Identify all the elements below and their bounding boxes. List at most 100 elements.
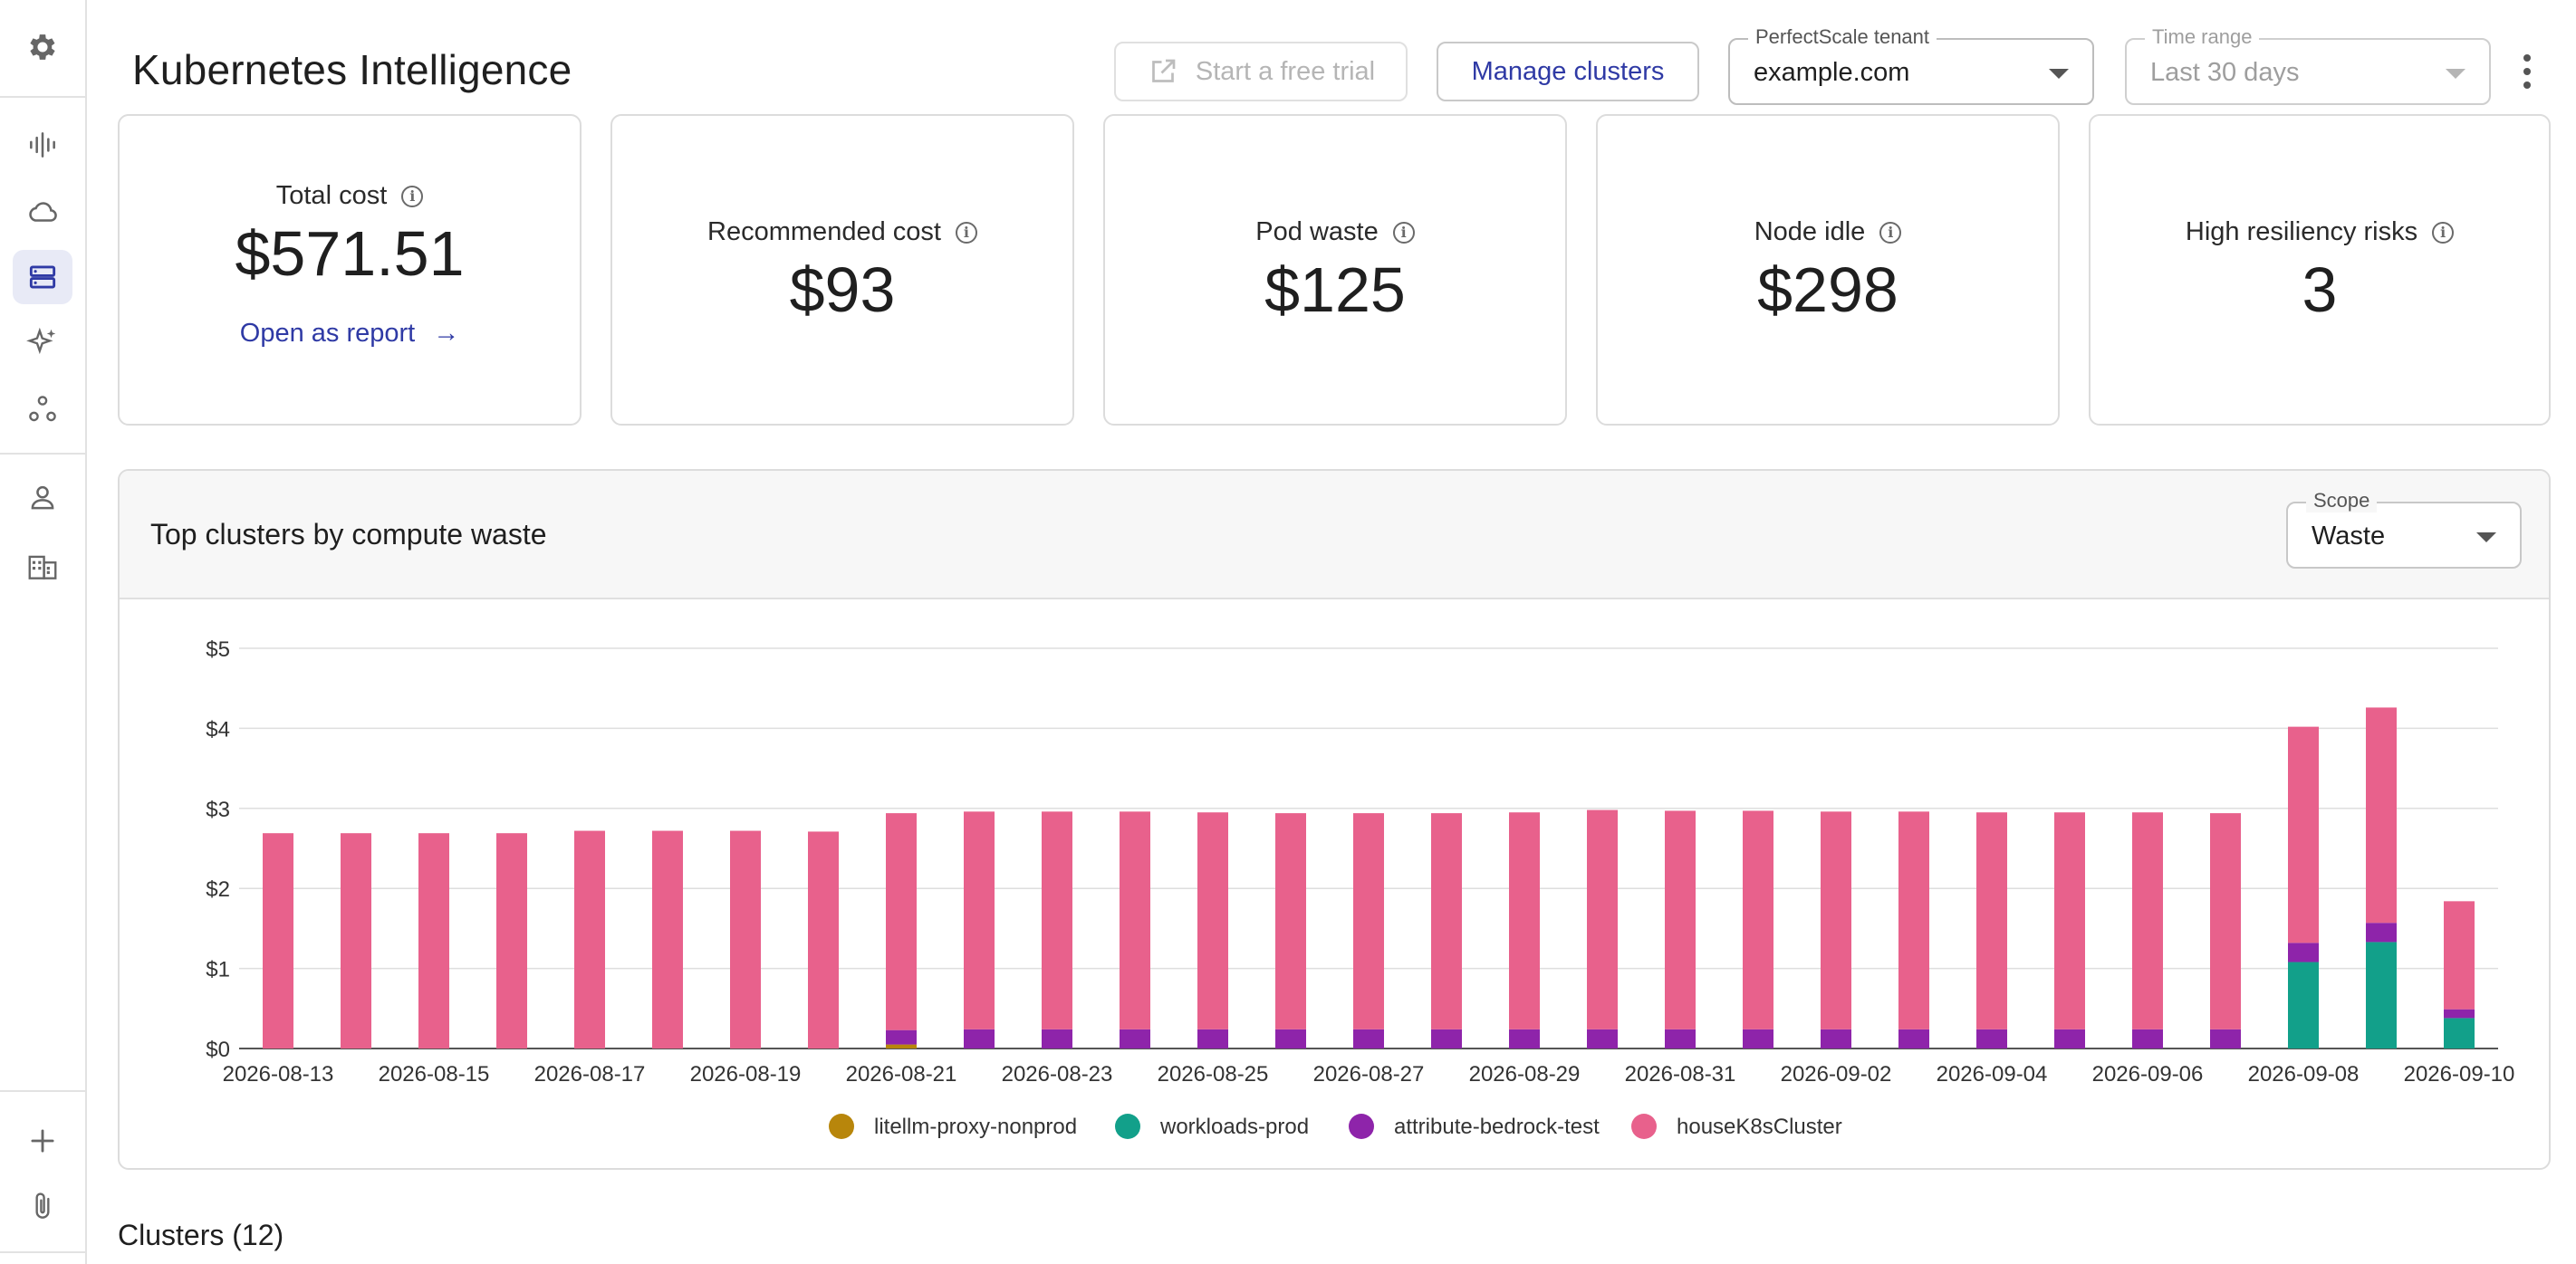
panel-title: Top clusters by compute waste xyxy=(150,518,547,551)
attachment-icon[interactable] xyxy=(13,1179,72,1233)
bar-segment-houseK8sCluster xyxy=(2054,812,2085,1029)
legend-label: litellm-proxy-nonprod xyxy=(874,1115,1077,1139)
time-range-select[interactable]: Time range Last 30 days xyxy=(2125,25,2491,105)
panel-header: Top clusters by compute waste Scope Wast… xyxy=(120,471,2549,599)
scope-select[interactable]: Scope Waste xyxy=(2286,489,2522,569)
chevron-down-icon xyxy=(2446,69,2465,79)
sidebar xyxy=(0,0,87,1264)
bar-segment-houseK8sCluster xyxy=(1353,813,1384,1029)
open-as-report-link[interactable]: Open as report → xyxy=(239,319,460,348)
more-options-icon[interactable] xyxy=(2511,51,2543,92)
total-cost-value: $571.51 xyxy=(235,218,465,289)
bar-segment-houseK8sCluster xyxy=(1743,810,1773,1029)
organization-icon[interactable] xyxy=(13,540,72,594)
time-range-value: Last 30 days xyxy=(2150,58,2300,87)
time-range-label: Time range xyxy=(2145,25,2260,49)
card-title: High resiliency risks i xyxy=(2091,217,2549,247)
clusters-icon[interactable] xyxy=(13,250,72,304)
workflow-icon[interactable] xyxy=(13,382,72,436)
y-tick-label: $3 xyxy=(206,798,230,822)
waveform-icon[interactable] xyxy=(13,118,72,172)
pod-waste-value: $125 xyxy=(1264,254,1406,325)
info-icon[interactable]: i xyxy=(955,222,977,244)
x-tick-label: 2026-08-25 xyxy=(1158,1062,1269,1087)
card-title: Pod waste i xyxy=(1105,217,1565,247)
bar-segment-workloads-prod xyxy=(2366,942,2397,1049)
info-icon[interactable]: i xyxy=(1879,222,1902,244)
legend-marker xyxy=(829,1114,854,1139)
bar-segment-attribute-bedrock-test xyxy=(1431,1029,1462,1049)
resiliency-risks-value: 3 xyxy=(2302,254,2338,325)
open-external-icon xyxy=(1152,59,1176,82)
legend-marker xyxy=(1631,1114,1657,1139)
bar-segment-houseK8sCluster xyxy=(1197,812,1228,1029)
info-icon[interactable]: i xyxy=(1392,222,1415,244)
cloud-icon[interactable] xyxy=(13,185,72,239)
bar-segment-houseK8sCluster xyxy=(1509,812,1540,1029)
manage-clusters-button[interactable]: Manage clusters xyxy=(1437,42,1699,101)
pod-waste-card: Pod waste i $125 xyxy=(1103,114,1567,426)
bar-segment-attribute-bedrock-test xyxy=(1120,1029,1150,1049)
bar-segment-attribute-bedrock-test xyxy=(1821,1029,1851,1049)
bar-segment-houseK8sCluster xyxy=(1821,811,1851,1029)
x-tick-label: 2026-09-06 xyxy=(2092,1062,2204,1087)
bar-segment-houseK8sCluster xyxy=(2444,901,2475,1010)
bar-segment-houseK8sCluster xyxy=(2288,726,2319,943)
bar-segment-attribute-bedrock-test xyxy=(1509,1029,1540,1049)
bar-segment-houseK8sCluster xyxy=(1665,810,1696,1029)
x-tick-label: 2026-08-21 xyxy=(846,1062,957,1087)
legend-label: attribute-bedrock-test xyxy=(1394,1115,1600,1139)
bar-segment-attribute-bedrock-test xyxy=(2132,1029,2163,1049)
legend-marker xyxy=(1115,1114,1140,1139)
x-tick-label: 2026-09-02 xyxy=(1781,1062,1892,1087)
start-trial-button[interactable]: Start a free trial xyxy=(1114,42,1408,101)
bar-segment-houseK8sCluster xyxy=(1976,812,2007,1029)
scope-select-value: Waste xyxy=(2312,522,2386,551)
bar-segment-houseK8sCluster xyxy=(2366,707,2397,924)
card-title: Total cost i xyxy=(120,181,580,211)
user-icon[interactable] xyxy=(13,471,72,525)
info-icon[interactable]: i xyxy=(2432,222,2455,244)
bar-segment-attribute-bedrock-test xyxy=(1197,1029,1228,1049)
bar-segment-workloads-prod xyxy=(2288,962,2319,1049)
arrow-right-icon: → xyxy=(433,319,460,348)
tenant-select[interactable]: PerfectScale tenant example.com xyxy=(1728,25,2094,105)
card-title: Recommended cost i xyxy=(612,217,1072,247)
x-tick-label: 2026-08-27 xyxy=(1313,1062,1425,1087)
x-tick-label: 2026-08-23 xyxy=(1002,1062,1113,1087)
start-trial-label: Start a free trial xyxy=(1195,56,1376,86)
y-tick-label: $0 xyxy=(206,1038,230,1062)
x-tick-label: 2026-09-08 xyxy=(2248,1062,2360,1087)
x-tick-label: 2026-08-29 xyxy=(1469,1062,1581,1087)
x-tick-label: 2026-08-17 xyxy=(534,1062,646,1087)
chevron-down-icon xyxy=(2049,69,2069,79)
bar-segment-attribute-bedrock-test xyxy=(1587,1029,1618,1049)
bar-segment-houseK8sCluster xyxy=(1431,813,1462,1029)
bar-segment-workloads-prod xyxy=(2444,1018,2475,1049)
add-icon[interactable] xyxy=(13,1114,72,1168)
tenant-select-label: PerfectScale tenant xyxy=(1748,25,1937,49)
info-icon[interactable]: i xyxy=(401,186,424,208)
scope-select-label: Scope xyxy=(2306,489,2378,512)
bar-segment-houseK8sCluster xyxy=(1120,811,1150,1029)
x-tick-label: 2026-08-31 xyxy=(1625,1062,1736,1087)
bar-segment-attribute-bedrock-test xyxy=(964,1029,995,1049)
bar-segment-attribute-bedrock-test xyxy=(1898,1029,1929,1049)
bar-segment-houseK8sCluster xyxy=(964,811,995,1029)
y-tick-label: $4 xyxy=(206,717,230,742)
bar-segment-attribute-bedrock-test xyxy=(2288,943,2319,962)
x-tick-label: 2026-09-04 xyxy=(1937,1062,2048,1087)
card-title: Node idle i xyxy=(1598,217,2058,247)
bar-segment-houseK8sCluster xyxy=(263,833,293,1049)
bar-segment-attribute-bedrock-test xyxy=(2210,1029,2241,1049)
bar-segment-houseK8sCluster xyxy=(2132,812,2163,1029)
legend-label: houseK8sCluster xyxy=(1677,1115,1842,1139)
legend-marker xyxy=(1349,1114,1374,1139)
node-idle-card: Node idle i $298 xyxy=(1596,114,2060,426)
x-tick-label: 2026-08-15 xyxy=(379,1062,490,1087)
sparkles-icon[interactable] xyxy=(13,315,72,369)
bar-segment-houseK8sCluster xyxy=(808,831,839,1049)
bar-segment-houseK8sCluster xyxy=(652,830,683,1049)
settings-icon[interactable] xyxy=(13,20,72,74)
bar-segment-attribute-bedrock-test xyxy=(1976,1029,2007,1049)
